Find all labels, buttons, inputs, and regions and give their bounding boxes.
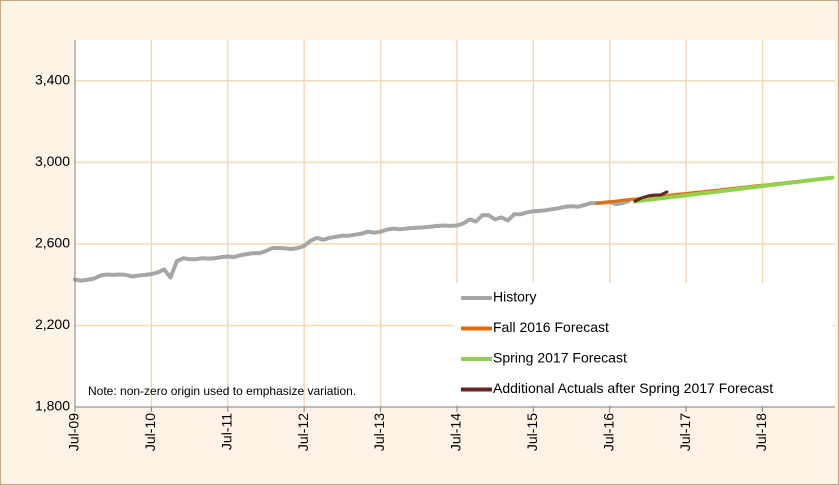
legend-label: Additional Actuals after Spring 2017 For… (493, 380, 773, 396)
y-tick-label: 3,400 (35, 71, 70, 87)
series-line (633, 190, 669, 203)
x-tick-label: Jul-16 (600, 413, 616, 451)
y-tick-label: 3,000 (35, 153, 70, 169)
legend-box (455, 283, 832, 405)
legend-label: Spring 2017 Forecast (493, 350, 627, 366)
x-tick-label: Jul-18 (753, 413, 769, 451)
y-tick-label: 1,800 (35, 398, 70, 414)
grid (75, 40, 835, 407)
x-tick-label: Jul-17 (677, 413, 693, 451)
series-line (73, 199, 631, 283)
y-tick-label: 2,600 (35, 235, 70, 251)
x-tick-label: Jul-12 (295, 413, 311, 451)
legend: History Fall 2016 Forecast Spring 2017 For… (461, 289, 773, 396)
x-tick-label: Jul-13 (371, 413, 387, 451)
x-tick-label: Jul-09 (66, 413, 82, 451)
x-tick-label: Jul-10 (142, 413, 158, 451)
lines (73, 175, 835, 283)
legend-label: Fall 2016 Forecast (493, 319, 609, 335)
x-tick-label: Jul-11 (218, 413, 234, 450)
legend-label: History (493, 289, 537, 305)
series-line (633, 175, 835, 204)
y-tick-label: 2,200 (35, 316, 70, 332)
annotation: Note: non-zero origin used to emphasize … (88, 384, 356, 398)
x-tick-label: Jul-14 (448, 413, 464, 451)
x-tick-label: Jul-15 (524, 413, 540, 451)
